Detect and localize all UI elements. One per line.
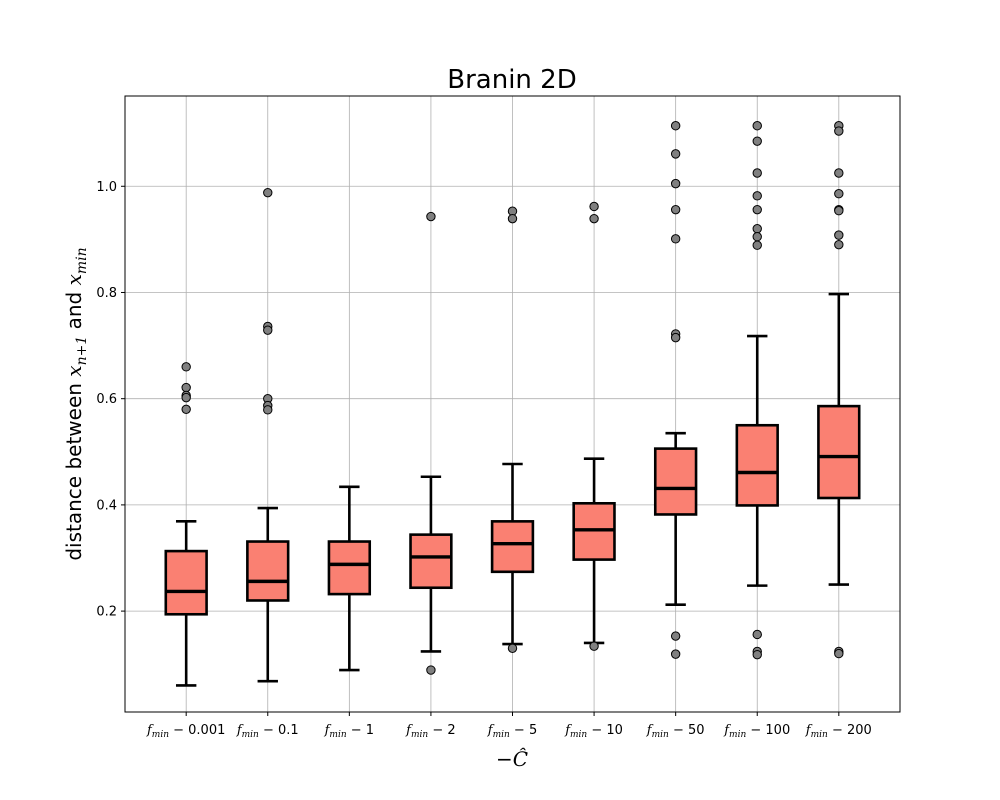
box-body	[817, 404, 861, 500]
box-group	[409, 211, 453, 675]
y-axis-label-sub1: n+1	[74, 336, 90, 366]
y-axis-label-sub2: min	[74, 247, 90, 274]
outlier-point	[589, 213, 599, 224]
outlier-point	[752, 121, 762, 131]
outlier-point	[834, 206, 844, 216]
box-group	[817, 121, 861, 659]
x-tick-label: fmin − 200	[805, 723, 872, 740]
outlier-point	[834, 230, 844, 240]
outlier-point	[752, 204, 762, 215]
y-axis-label-text: distance between	[62, 377, 86, 561]
outlier-point	[752, 649, 762, 660]
y-axis-label-conj: and	[62, 285, 86, 335]
outlier-point	[670, 178, 681, 189]
box-body	[490, 520, 535, 574]
outlier-point	[507, 643, 518, 653]
box-body	[735, 423, 779, 507]
outlier-point	[426, 211, 436, 222]
x-tick-label: fmin − 10	[564, 723, 623, 740]
outlier-point	[834, 168, 844, 178]
outlier-point	[834, 648, 844, 659]
outlier-point	[834, 126, 844, 136]
x-tick-label: fmin − 50	[646, 723, 705, 740]
outlier-point	[181, 392, 191, 403]
outlier-point	[507, 213, 518, 224]
outlier-point	[752, 136, 762, 146]
outlier-point	[670, 332, 681, 343]
box-body	[653, 447, 698, 516]
y-axis-label-var2: x	[62, 274, 86, 285]
outlier-point	[670, 121, 681, 131]
y-axis-label-var1: x	[62, 365, 86, 376]
box-body	[327, 540, 372, 596]
y-axis-ticks: 0.2 0.4 0.6 0.8 1.0	[96, 180, 125, 620]
box-group	[164, 362, 208, 687]
x-tick-label: fmin − 5	[487, 723, 537, 740]
y-axis-label: distance between xn+1 and xmin	[62, 247, 90, 560]
x-axis-ticks: fmin − 0.001 fmin − 0.1 fmin − 1 fmin − 2 fm…	[146, 712, 872, 740]
chart-title: Branin 2D	[447, 65, 576, 95]
x-axis-label: −Ĉ	[496, 746, 528, 771]
x-axis-label-prefix: −	[496, 747, 513, 771]
x-axis-label-symbol: Ĉ	[513, 746, 528, 771]
outlier-point	[263, 187, 273, 198]
x-tick-label: fmin − 100	[723, 723, 790, 740]
y-tick-label: 0.6	[96, 392, 117, 407]
outlier-point	[752, 224, 762, 234]
box-group	[490, 206, 535, 653]
box-body	[246, 540, 290, 602]
outlier-point	[752, 168, 762, 178]
box-group	[327, 485, 372, 672]
box-group	[572, 201, 616, 651]
y-tick-label: 0.2	[96, 605, 117, 620]
outlier-point	[670, 234, 681, 244]
outlier-point	[670, 204, 681, 215]
box-series	[164, 121, 861, 687]
outlier-point	[752, 629, 762, 640]
y-tick-label: 1.0	[96, 180, 117, 195]
outlier-point	[426, 665, 436, 675]
box-group	[735, 121, 779, 660]
outlier-point	[752, 240, 762, 250]
outlier-point	[670, 149, 681, 159]
outlier-point	[670, 631, 681, 641]
box-body	[164, 549, 208, 616]
x-tick-label: fmin − 2	[405, 723, 455, 740]
x-tick-label: fmin − 0.001	[146, 723, 225, 740]
outlier-point	[670, 649, 681, 659]
box-body	[409, 533, 453, 590]
outlier-point	[589, 641, 599, 651]
outlier-point	[263, 325, 273, 335]
y-tick-label: 0.4	[96, 498, 117, 513]
x-tick-label: fmin − 1	[324, 723, 374, 740]
outlier-point	[834, 239, 844, 250]
outlier-point	[752, 232, 762, 242]
box-group	[653, 121, 698, 659]
outlier-point	[834, 189, 844, 199]
y-tick-label: 0.8	[96, 286, 117, 301]
outlier-point	[181, 404, 191, 415]
x-tick-label: fmin − 0.1	[236, 723, 299, 740]
outlier-point	[181, 362, 191, 372]
outlier-point	[752, 191, 762, 201]
outlier-point	[181, 382, 191, 393]
box-group	[246, 187, 290, 683]
outlier-point	[263, 405, 273, 415]
outlier-point	[589, 201, 599, 212]
